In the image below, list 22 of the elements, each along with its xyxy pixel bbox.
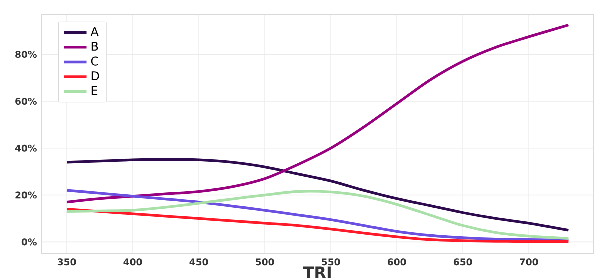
legend-label: A: [90, 27, 99, 36]
y-tick-label: 80%: [16, 51, 37, 58]
legend-label: D: [92, 72, 100, 80]
line-series: [66, 24, 570, 204]
x-tick-label: 350: [58, 258, 76, 266]
line-series: [66, 158, 570, 232]
legend-label: E: [92, 86, 98, 96]
line-series: [66, 208, 570, 244]
legend-label: C: [91, 56, 98, 66]
x-tick-label: 600: [388, 258, 406, 266]
y-tick-label: 60%: [16, 98, 37, 105]
y-tick-label: 40%: [15, 144, 37, 152]
y-tick-label: 20%: [16, 192, 37, 199]
x-axis-title: TRI: [303, 266, 331, 278]
y-tick-label: 0%: [22, 238, 37, 246]
legend-label: B: [92, 42, 98, 51]
x-tick-label: 450: [190, 258, 208, 266]
x-tick-label: 700: [520, 258, 538, 266]
x-tick-label: 500: [256, 258, 274, 266]
x-tick-label: 550: [322, 258, 340, 266]
x-tick-label: 650: [454, 258, 472, 266]
x-tick-label: 400: [124, 258, 142, 266]
